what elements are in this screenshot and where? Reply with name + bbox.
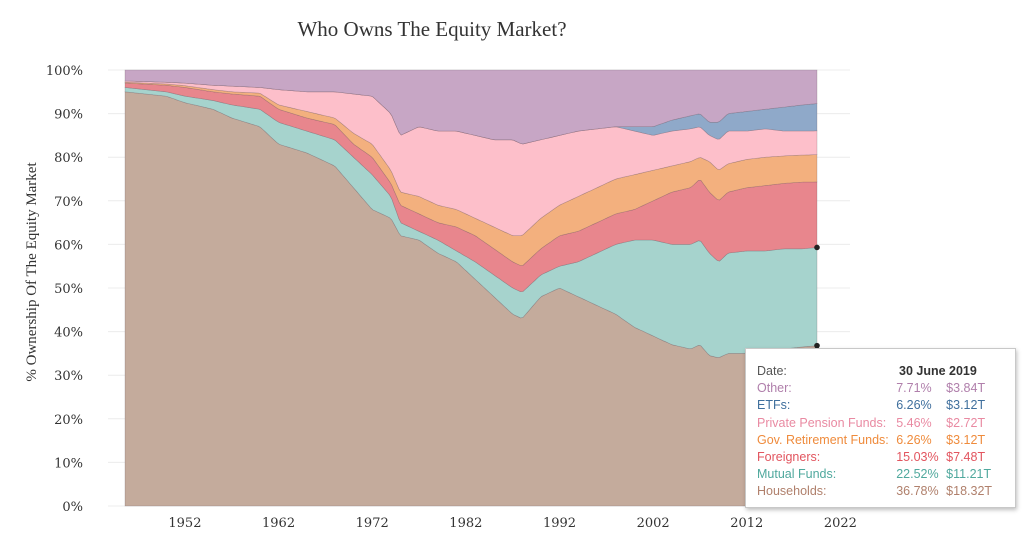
tooltip-row: Gov. Retirement Funds: 6.26% $3.12T bbox=[757, 432, 1005, 449]
hover-markers bbox=[814, 244, 820, 349]
tooltip-date-label: Date: bbox=[757, 364, 787, 378]
tooltip-date-value: 30 June 2019 bbox=[899, 364, 977, 378]
x-tick-label: 1992 bbox=[543, 516, 576, 531]
y-tick-label: 80% bbox=[54, 151, 83, 166]
y-tick-label: 40% bbox=[54, 326, 83, 341]
y-tick-label: 60% bbox=[54, 238, 83, 253]
y-tick-label: 0% bbox=[62, 500, 83, 515]
tooltip-row: Private Pension Funds: 5.46% $2.72T bbox=[757, 415, 1005, 432]
tooltip-series-label: ETFs: bbox=[757, 398, 791, 413]
tooltip-percent: 6.26% bbox=[896, 398, 932, 413]
tooltip-series-label: Gov. Retirement Funds: bbox=[757, 432, 889, 447]
x-tick-label: 1952 bbox=[168, 516, 201, 531]
tooltip-percent: 5.46% bbox=[896, 415, 932, 430]
tooltip-value: $11.21T bbox=[946, 467, 992, 482]
tooltip-percent: 7.71% bbox=[896, 381, 932, 396]
tooltip-percent: 15.03% bbox=[896, 449, 939, 464]
y-tick-label: 100% bbox=[46, 64, 83, 79]
tooltip-series-label: Mutual Funds: bbox=[757, 467, 837, 482]
chart-title: Who Owns The Equity Market? bbox=[297, 17, 566, 41]
area-other[interactable] bbox=[124, 69, 818, 145]
tooltip-rows: Other: 7.71% $3.84T ETFs: 6.26% $3.12T Private… bbox=[757, 380, 1005, 500]
x-tick-label: 2012 bbox=[730, 516, 763, 531]
tooltip-series-label: Foreigners: bbox=[757, 449, 821, 464]
x-axis-ticks: 1952 1962 1972 1982 1992 2002 2012 2022 bbox=[168, 516, 857, 531]
tooltip-series-label: Private Pension Funds: bbox=[757, 415, 887, 430]
tooltip-value: $7.48T bbox=[946, 449, 986, 464]
tooltip-date-row: Date: 30 June 2019 bbox=[757, 363, 1005, 380]
tooltip-percent: 6.26% bbox=[896, 432, 932, 447]
y-tick-label: 30% bbox=[54, 369, 83, 384]
x-tick-label: 1972 bbox=[356, 516, 389, 531]
tooltip-series-label: Households: bbox=[757, 484, 827, 499]
tooltip-value: $18.32T bbox=[946, 484, 993, 499]
tooltip-percent: 36.78% bbox=[896, 484, 939, 499]
tooltip-value: $3.12T bbox=[946, 432, 986, 447]
x-tick-label: 1982 bbox=[449, 516, 482, 531]
tooltip-row: Other: 7.71% $3.84T bbox=[757, 380, 1005, 397]
tooltip-percent: 22.52% bbox=[896, 467, 939, 482]
y-axis-label: % Ownership Of The Equity Market bbox=[24, 162, 40, 382]
tooltip-value: $3.84T bbox=[946, 381, 986, 396]
y-tick-label: 90% bbox=[54, 108, 83, 123]
y-tick-label: 70% bbox=[54, 195, 83, 210]
y-tick-label: 10% bbox=[54, 456, 83, 471]
tooltip-row: ETFs: 6.26% $3.12T bbox=[757, 397, 1005, 414]
y-axis-ticks: 0% 10% 20% 30% 40% 50% 60% 70% 80% 90% 100% bbox=[46, 64, 83, 515]
tooltip: Date: 30 June 2019 Other: 7.71% $3.84T ETFs… bbox=[745, 348, 1016, 508]
tooltip-row: Foreigners: 15.03% $7.48T bbox=[757, 449, 1005, 466]
tooltip-row: Households: 36.78% $18.32T bbox=[757, 483, 1005, 500]
x-tick-label: 2002 bbox=[637, 516, 670, 531]
y-tick-label: 20% bbox=[54, 413, 83, 428]
tooltip-value: $2.72T bbox=[946, 415, 986, 430]
hover-marker bbox=[814, 342, 820, 349]
stacked-areas bbox=[124, 69, 818, 507]
x-tick-label: 1962 bbox=[262, 516, 295, 531]
tooltip-row: Mutual Funds: 22.52% $11.21T bbox=[757, 466, 1005, 483]
tooltip-series-label: Other: bbox=[757, 381, 792, 396]
hover-marker bbox=[814, 244, 820, 251]
tooltip-value: $3.12T bbox=[946, 398, 986, 413]
x-tick-label: 2022 bbox=[824, 516, 857, 531]
y-tick-label: 50% bbox=[54, 282, 83, 297]
